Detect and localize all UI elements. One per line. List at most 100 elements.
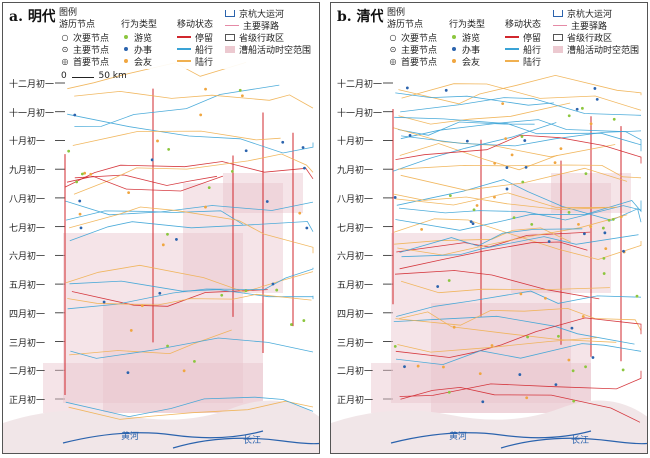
trajectory-line xyxy=(399,143,558,171)
activity-node xyxy=(612,117,616,121)
month-label: 七月初一 xyxy=(9,223,46,234)
activity-node xyxy=(523,139,527,142)
stay-line-icon xyxy=(177,36,191,38)
trajectory-line xyxy=(399,370,642,397)
activity-node xyxy=(193,359,196,363)
activity-node xyxy=(572,399,576,403)
activity-node xyxy=(465,139,469,143)
trajectory-line xyxy=(71,289,268,307)
legend-move-stay: 停留 xyxy=(523,33,542,44)
legend-move-boat: 船行 xyxy=(195,45,214,56)
trajectory-line xyxy=(67,293,312,306)
canal-icon xyxy=(225,9,235,17)
trajectory-line xyxy=(393,315,635,345)
activity-node xyxy=(505,187,509,191)
trajectory-line xyxy=(65,396,314,418)
activity-node xyxy=(505,166,509,169)
trajectory-line xyxy=(393,127,616,158)
activity-node xyxy=(448,194,452,198)
legend-behavior-sight: 游览 xyxy=(462,33,481,44)
activity-node xyxy=(584,172,588,176)
month-label: 十二月初一 xyxy=(337,80,383,90)
trajectory-line xyxy=(68,206,314,254)
month-label: 十月初一 xyxy=(337,137,374,148)
activity-node xyxy=(611,217,615,221)
activity-node xyxy=(593,87,597,90)
activity-node xyxy=(436,285,440,288)
legend-move-boat: 船行 xyxy=(523,45,542,56)
activity-node xyxy=(604,247,608,251)
legend-node-minor: 次要节点 xyxy=(401,33,438,44)
canal-icon xyxy=(553,9,563,17)
month-label: 九月初一 xyxy=(9,166,46,177)
trajectory-line xyxy=(395,134,642,164)
legend-nodes: 游历节点 ○ 次要节点 ⊙ 主要节点 ◎ 首要节点 xyxy=(387,17,438,68)
activity-node xyxy=(471,222,475,225)
trajectory-line xyxy=(73,153,314,195)
trajectory-line xyxy=(397,214,628,256)
activity-node xyxy=(521,180,525,184)
range-icon xyxy=(553,45,563,53)
month-label: 八月初一 xyxy=(9,194,46,205)
activity-node xyxy=(271,282,275,286)
activity-node xyxy=(161,243,165,247)
month-axis: 十二月初一 十一月初一 十月初一 九月初一 八月初一 七月初一 六月初一 五月初一 四月初一 三月… xyxy=(331,3,391,453)
trajectory-line xyxy=(69,280,314,300)
activity-node xyxy=(408,133,412,137)
activity-node xyxy=(80,172,84,176)
activity-node xyxy=(175,238,178,241)
trajectory-line xyxy=(67,62,247,90)
activity-node xyxy=(204,205,207,209)
boat-line-icon xyxy=(177,48,191,50)
legend-move-stay: 停留 xyxy=(195,33,214,44)
activity-node xyxy=(129,329,133,332)
month-axis: 十二月初一 十一月初一 十月初一 九月初一 八月初一 七月初一 六月初一 五月初一 四月初一 三月… xyxy=(3,3,63,453)
legend-node-primary: 首要节点 xyxy=(401,57,438,68)
canal-activity-range xyxy=(371,363,591,413)
month-label: 六月初一 xyxy=(9,252,46,263)
activity-node xyxy=(102,300,106,304)
panel-qing: 黄河 长江 b. 清代 十二月初一 十一月初一 十月初一 九月初一 八月初一 七月初一 六月初… xyxy=(330,2,648,454)
activity-node xyxy=(303,166,306,170)
activity-node xyxy=(607,218,611,222)
activity-node xyxy=(420,227,424,231)
activity-node xyxy=(207,186,211,189)
map-canvas-qing: 黄河 长江 xyxy=(331,74,647,453)
activity-node xyxy=(554,383,558,387)
activity-node xyxy=(166,232,169,236)
activity-node xyxy=(238,88,242,92)
trajectory-line xyxy=(395,192,617,209)
activity-node xyxy=(603,231,607,235)
activity-node xyxy=(589,225,593,228)
legend-movement: 移动状态 停留 船行 陆行 xyxy=(505,17,542,68)
activity-node xyxy=(447,279,451,282)
trajectory-line xyxy=(393,218,642,260)
legend-behavior-friend: 会友 xyxy=(462,57,481,68)
activity-node xyxy=(393,196,397,199)
trajectory-line xyxy=(69,329,232,356)
province-icon xyxy=(225,33,235,41)
legend-behaviors-heading: 行为类型 xyxy=(449,20,486,30)
legend-layer-road: 主要驿路 xyxy=(571,21,608,32)
activity-node xyxy=(220,293,224,297)
activity-node xyxy=(89,172,93,176)
trajectory-line xyxy=(401,130,642,147)
activity-node xyxy=(478,372,482,376)
legend-layers: 京杭大运河 主要驿路 省级行政区 漕船活动时空范围 xyxy=(553,7,639,56)
trajectory-line xyxy=(397,337,598,353)
trajectory-line xyxy=(74,84,280,127)
legend-behavior-friend: 会友 xyxy=(134,57,153,68)
province-icon xyxy=(553,33,563,41)
activity-node xyxy=(559,147,563,150)
trajectory-line xyxy=(397,121,535,136)
activity-node xyxy=(452,325,456,329)
legend-behaviors: 行为类型 游览 办事 会友 xyxy=(121,17,157,68)
month-label: 二月初一 xyxy=(337,367,374,378)
month-label: 正月初一 xyxy=(337,396,374,406)
activity-node xyxy=(581,315,585,318)
trajectory-line xyxy=(396,290,642,317)
month-label: 五月初一 xyxy=(337,281,374,292)
activity-node xyxy=(447,390,451,394)
activity-node xyxy=(530,222,534,226)
yangtze-line xyxy=(172,437,319,449)
